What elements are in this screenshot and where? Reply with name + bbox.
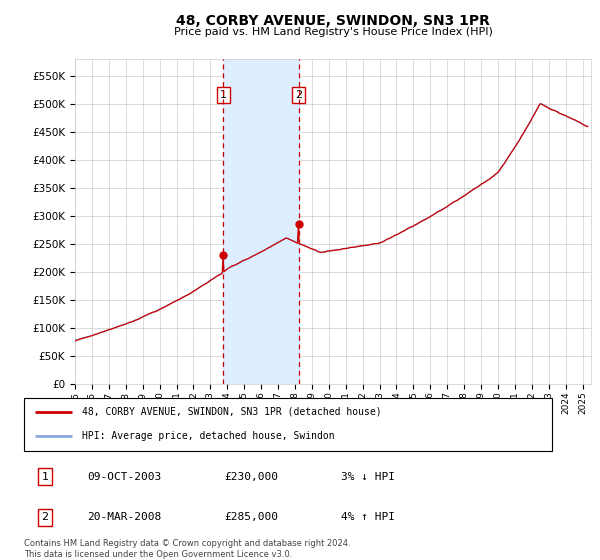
Text: Contains HM Land Registry data © Crown copyright and database right 2024.
This d: Contains HM Land Registry data © Crown c… [24, 539, 350, 559]
Text: 3% ↓ HPI: 3% ↓ HPI [341, 472, 395, 482]
Text: 48, CORBY AVENUE, SWINDON, SN3 1PR: 48, CORBY AVENUE, SWINDON, SN3 1PR [176, 14, 490, 28]
Text: 09-OCT-2003: 09-OCT-2003 [88, 472, 161, 482]
Text: Price paid vs. HM Land Registry's House Price Index (HPI): Price paid vs. HM Land Registry's House … [173, 27, 493, 37]
Text: 20-MAR-2008: 20-MAR-2008 [88, 512, 161, 522]
Text: HPI: Average price, detached house, Swindon: HPI: Average price, detached house, Swin… [82, 431, 335, 441]
Text: 2: 2 [295, 90, 302, 100]
Text: £230,000: £230,000 [224, 472, 278, 482]
FancyBboxPatch shape [24, 398, 552, 451]
Text: £285,000: £285,000 [224, 512, 278, 522]
Text: 1: 1 [41, 472, 49, 482]
Text: 4% ↑ HPI: 4% ↑ HPI [341, 512, 395, 522]
Bar [223, 59, 299, 384]
Text: 1: 1 [220, 90, 227, 100]
Text: 48, CORBY AVENUE, SWINDON, SN3 1PR (detached house): 48, CORBY AVENUE, SWINDON, SN3 1PR (deta… [82, 407, 382, 417]
Text: 2: 2 [41, 512, 49, 522]
